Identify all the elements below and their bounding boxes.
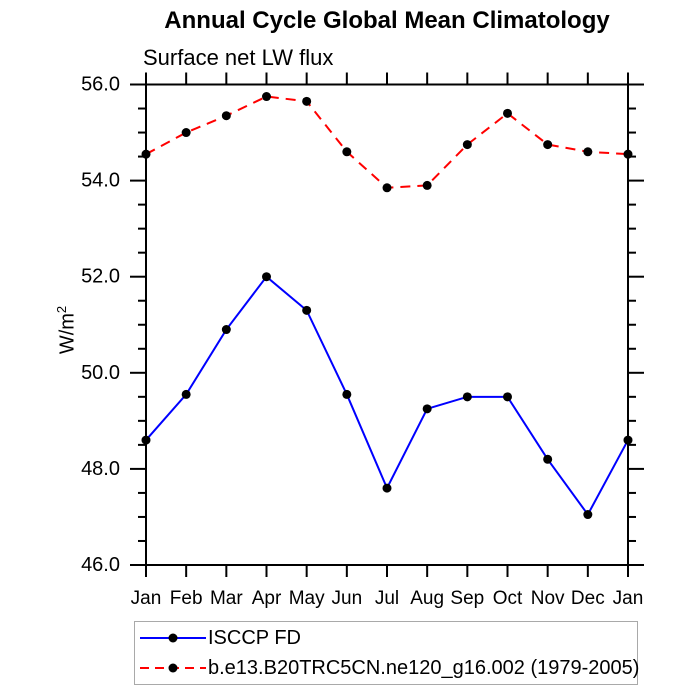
legend-entry-obs: ISCCP FD [140, 623, 637, 653]
y-tick-label: 46.0 [81, 554, 120, 576]
x-tick-label: Apr [252, 588, 282, 609]
series-0-marker [583, 510, 593, 520]
legend-label-obs: ISCCP FD [208, 627, 301, 649]
series-1-marker [181, 128, 191, 138]
x-tick-label: Jan [613, 588, 644, 609]
series-1-marker [462, 140, 472, 150]
series-0-marker [503, 392, 512, 402]
x-tick-label: Feb [170, 588, 203, 609]
x-tick-label: Oct [493, 588, 523, 609]
legend-obs-marker-dot [168, 633, 178, 643]
x-tick-label: Aug [410, 588, 444, 609]
series-0-marker [623, 435, 633, 445]
legend-label-model: b.e13.B20TRC5CN.ne120_g16.002 (1979-2005… [208, 657, 640, 679]
series-0-marker [302, 305, 312, 315]
x-tick-label: May [289, 588, 325, 609]
y-tick-label: 54.0 [81, 170, 120, 192]
x-tick-label: Jun [332, 588, 363, 609]
x-tick-label: Mar [210, 588, 243, 609]
series-1-marker [503, 108, 512, 118]
series-1-marker [221, 111, 231, 121]
series-0-marker [382, 483, 392, 493]
legend-line-sample-solid-blue [140, 633, 206, 643]
series-0-marker [462, 392, 472, 402]
series-0-marker [342, 389, 352, 399]
series-1-marker [342, 147, 352, 157]
series-line-1 [145, 95, 629, 189]
series-line-0 [145, 275, 629, 517]
chart-subtitle: Surface net LW flux [143, 45, 334, 70]
series-0-marker [221, 325, 231, 335]
x-tick-label: Jul [375, 588, 399, 609]
plot-frame [145, 83, 629, 566]
y-tick-label: 50.0 [81, 362, 120, 384]
x-tick-label: Sep [450, 588, 484, 609]
y-tick-label: 56.0 [81, 74, 120, 96]
legend: ISCCP FD b.e13.B20TRC5CN.ne120_g16.002 (… [134, 621, 640, 685]
x-tick-label: Dec [571, 588, 605, 609]
series-1-marker [141, 149, 151, 159]
y-tick-label: 48.0 [81, 458, 120, 480]
series-0-marker [422, 404, 432, 414]
series-1-marker [623, 149, 633, 159]
series-1-marker [302, 96, 312, 106]
x-tick-label: Jan [131, 588, 162, 609]
series-1-marker [422, 180, 432, 190]
x-tick-label: Nov [531, 588, 565, 609]
chart-title: Annual Cycle Global Mean Climatology [164, 7, 610, 34]
series-0-marker [181, 389, 191, 399]
series-0-marker [262, 272, 271, 282]
series-1-marker [382, 183, 392, 193]
legend-line-sample-dashed-red [140, 663, 206, 673]
legend-entry-model: b.e13.B20TRC5CN.ne120_g16.002 (1979-2005… [140, 653, 640, 683]
legend-model-marker-dot [168, 663, 178, 673]
series-1-marker [262, 92, 271, 102]
series-1-marker [583, 147, 593, 157]
series-0-marker [141, 435, 151, 445]
series-1-marker [543, 140, 553, 150]
y-tick-label: 52.0 [81, 266, 120, 288]
series-0-marker [543, 454, 553, 464]
